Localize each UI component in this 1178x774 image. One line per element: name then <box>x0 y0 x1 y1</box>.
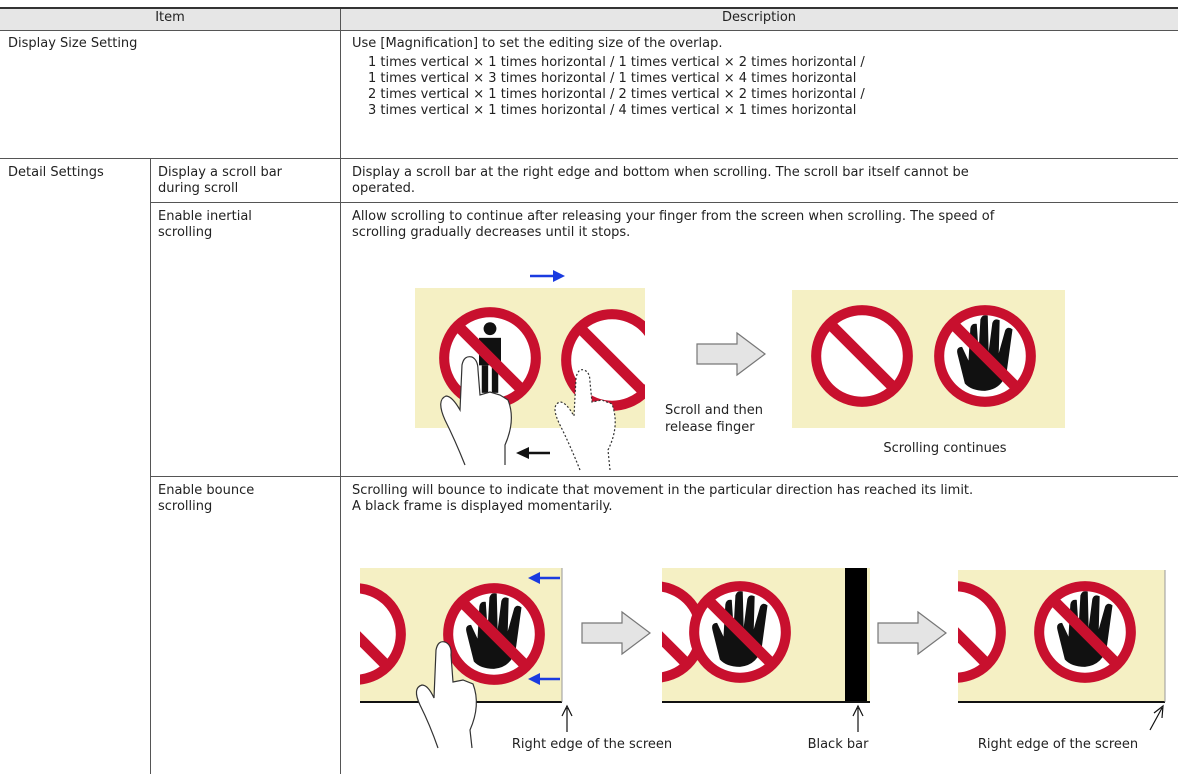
item-label: Display Size Setting <box>8 36 138 51</box>
header-item: Item <box>155 10 185 25</box>
col-divider <box>150 158 151 774</box>
col-divider <box>340 9 341 774</box>
description-line: 1 times vertical × 1 times horizontal / … <box>368 55 865 70</box>
description-line: Scrolling will bounce to indicate that m… <box>352 483 974 498</box>
figure-caption: Scroll and then <box>665 403 763 418</box>
figure-caption: Black bar <box>808 737 870 752</box>
setting-name: during scroll <box>158 181 239 196</box>
description-line: Allow scrolling to continue after releas… <box>352 209 995 224</box>
row-border <box>150 202 1178 203</box>
header-border <box>0 30 1178 31</box>
figure-caption: release finger <box>665 420 755 435</box>
setting-name: scrolling <box>158 225 213 240</box>
row-border <box>0 158 1178 159</box>
item-label: Detail Settings <box>8 165 104 180</box>
setting-name: Enable bounce <box>158 483 255 498</box>
description-line: 1 times vertical × 3 times horizontal / … <box>368 71 857 86</box>
figure-caption: Scrolling continues <box>883 441 1006 456</box>
description-line: Use [Magnification] to set the editing s… <box>352 36 723 51</box>
top-border <box>0 7 1178 9</box>
row-border <box>150 476 1178 477</box>
header-description: Description <box>721 10 797 25</box>
description-line: Display a scroll bar at the right edge a… <box>352 165 969 180</box>
figure-caption: Right edge of the screen <box>512 737 672 752</box>
description-line: A black frame is displayed momentarily. <box>352 499 613 514</box>
header-bg <box>0 8 1178 30</box>
setting-name: scrolling <box>158 499 213 514</box>
description-line: 3 times vertical × 1 times horizontal / … <box>368 103 857 118</box>
description-line: scrolling gradually decreases until it s… <box>352 225 631 240</box>
setting-name: Enable inertial <box>158 209 252 224</box>
setting-name: Display a scroll bar <box>158 165 283 180</box>
figure-caption: Right edge of the screen <box>978 737 1138 752</box>
description-line: 2 times vertical × 1 times horizontal / … <box>368 87 865 102</box>
description-line: operated. <box>352 181 415 196</box>
